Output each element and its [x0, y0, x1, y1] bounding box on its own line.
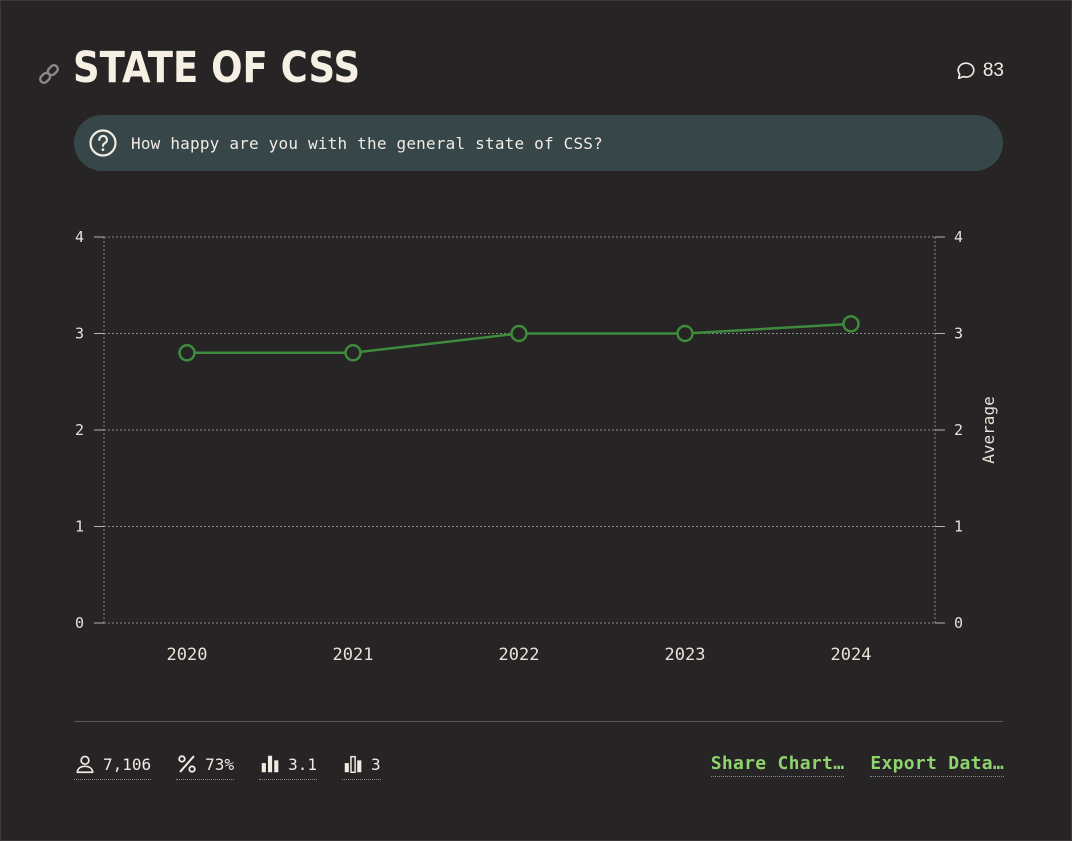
chart-actions: Share Chart… Export Data… — [710, 753, 1004, 777]
y-tick-label-right: 3 — [954, 325, 963, 343]
user-icon — [76, 755, 94, 774]
data-point — [344, 344, 362, 362]
y-tick-label-right: 2 — [954, 421, 963, 439]
question-text: How happy are you with the general state… — [131, 133, 603, 153]
question-banner: How happy are you with the general state… — [74, 115, 1003, 171]
comment-count: 83 — [982, 60, 1004, 81]
stats-bar: 7,106 73% 3.1 3 — [74, 750, 381, 780]
stat-percentage-value: 73% — [205, 754, 235, 774]
chart-series — [178, 315, 860, 362]
chart-grid — [94, 236, 945, 624]
stat-median[interactable]: 3 — [341, 750, 381, 780]
page-title: STATE OF CSS — [73, 43, 361, 93]
speech-bubble-icon — [957, 62, 975, 80]
bar-chart-average-icon — [261, 755, 279, 773]
data-point — [676, 324, 694, 343]
chart-ticks: 0 0 1 1 2 2 3 3 4 4 2020 2021 2022 2023 2024 — [75, 228, 963, 665]
bar-chart-median-icon — [344, 755, 362, 773]
stat-median-value: 3 — [370, 754, 381, 774]
stat-respondents[interactable]: 7,106 — [74, 750, 152, 780]
percent-icon — [178, 755, 196, 773]
y-tick-label-right: 4 — [954, 228, 963, 246]
y-tick-label-left: 3 — [75, 325, 84, 343]
y-tick-label-left: 4 — [75, 228, 84, 246]
x-tick-label: 2023 — [665, 645, 706, 665]
y-tick-label-left: 1 — [75, 518, 84, 536]
y-tick-label-left: 0 — [75, 614, 84, 632]
question-circle-icon — [89, 129, 117, 157]
x-tick-label: 2020 — [167, 645, 208, 665]
stat-respondents-value: 7,106 — [103, 754, 152, 774]
stat-average-value: 3.1 — [288, 754, 317, 774]
footer-divider — [74, 721, 1003, 722]
y-axis-title-right: Average — [979, 396, 998, 463]
stat-average[interactable]: 3.1 — [259, 750, 317, 780]
x-tick-label: 2022 — [499, 645, 540, 665]
y-tick-label-left: 2 — [75, 421, 84, 439]
x-tick-label: 2021 — [333, 645, 374, 665]
export-data-button[interactable]: Export Data… — [870, 753, 1004, 777]
data-point — [510, 324, 528, 343]
y-tick-label-right: 1 — [954, 518, 963, 536]
x-tick-label: 2024 — [831, 645, 872, 665]
share-chart-button[interactable]: Share Chart… — [710, 753, 845, 777]
link-icon[interactable] — [36, 61, 62, 87]
stat-percentage[interactable]: 73% — [176, 750, 235, 780]
comments-button[interactable]: 83 — [955, 58, 1004, 84]
y-tick-label-right: 0 — [954, 614, 963, 632]
data-point — [842, 315, 860, 333]
data-point — [178, 344, 196, 362]
